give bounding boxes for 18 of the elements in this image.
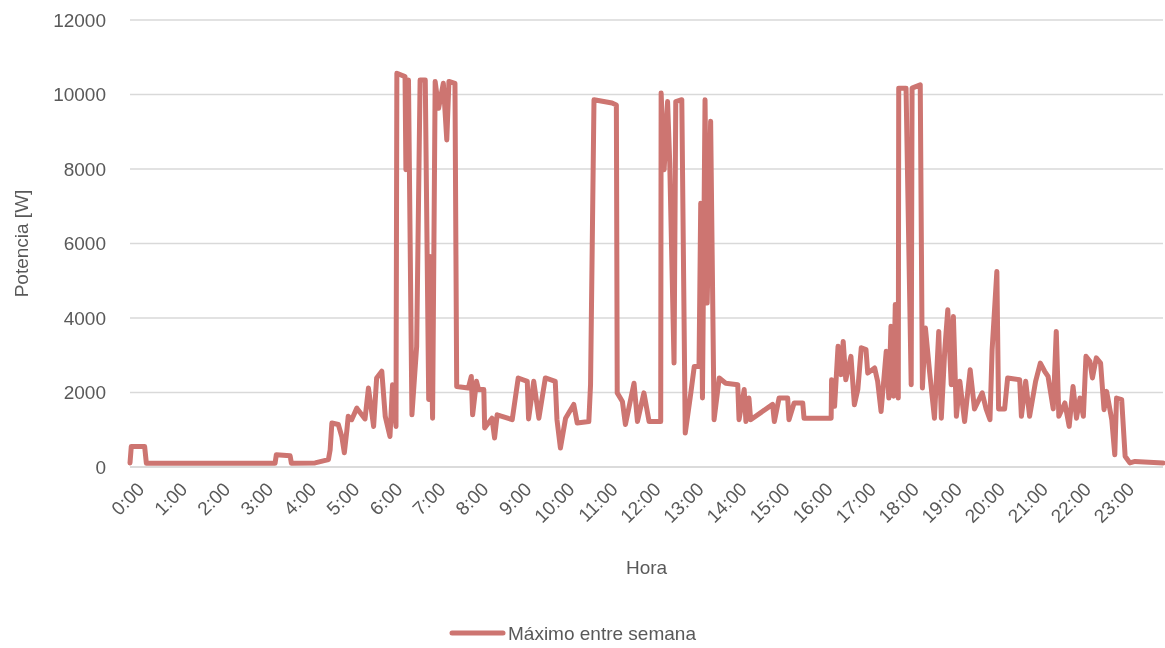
x-tick-label: 9:00 (494, 478, 536, 520)
x-tick-label: 7:00 (408, 478, 450, 520)
x-tick-label: 4:00 (279, 478, 321, 520)
y-tick-label: 12000 (53, 9, 106, 31)
y-axis-title: Potencia [W] (11, 189, 32, 298)
y-tick-label: 6000 (63, 233, 106, 255)
y-tick-label: 10000 (53, 84, 106, 106)
x-axis-title: Hora (625, 557, 668, 578)
legend-label: Máximo entre semana (508, 622, 697, 644)
x-tick-label: 0:00 (107, 478, 149, 520)
x-tick-label: 8:00 (451, 478, 493, 520)
y-tick-label: 4000 (63, 307, 106, 329)
x-tick-label: 5:00 (322, 478, 364, 520)
y-tick-label: 0 (95, 456, 106, 478)
y-tick-label: 8000 (63, 158, 106, 180)
x-tick-label: 3:00 (236, 478, 278, 520)
y-tick-label: 2000 (63, 382, 106, 404)
x-tick-label: 6:00 (365, 478, 407, 520)
